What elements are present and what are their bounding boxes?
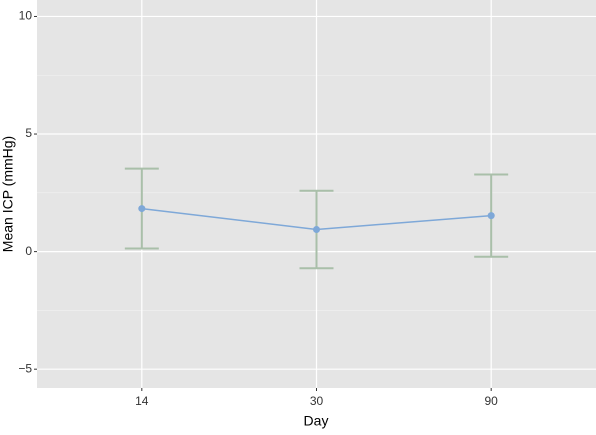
y-axis-title: Mean ICP (mmHg) (0, 136, 16, 252)
x-tick-label: 90 (485, 394, 499, 408)
x-tick-label: 14 (135, 394, 149, 408)
x-tick-label: 30 (310, 394, 324, 408)
point (487, 212, 495, 220)
point (138, 205, 146, 213)
point (313, 226, 320, 234)
y-tick-label: 5 (25, 126, 32, 140)
x-axis-title: Day (304, 413, 329, 429)
y-tick-label: −5 (18, 361, 32, 375)
y-tick-label: 0 (25, 244, 32, 258)
y-tick-label: 10 (19, 9, 33, 23)
